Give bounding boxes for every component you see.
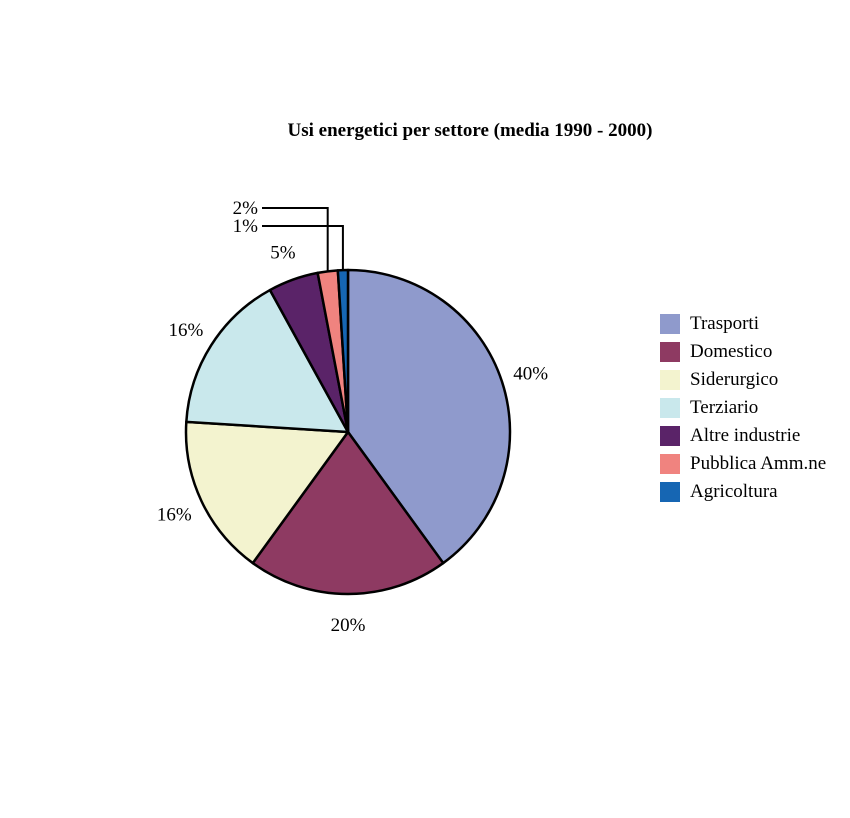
pie-slice-trasporti: [346, 268, 512, 565]
leader-line-agricoltura: [262, 225, 344, 271]
legend-label: Domestico: [690, 341, 773, 362]
legend-item-siderurgico: Siderurgico: [660, 366, 826, 394]
slice-label-altre-industrie: 5%: [270, 242, 296, 263]
legend-swatch: [660, 398, 680, 418]
legend-label: Siderurgico: [690, 369, 779, 390]
legend-item-pubblica-amm-ne: Pubblica Amm.ne: [660, 450, 826, 478]
legend-item-trasporti: Trasporti: [660, 310, 826, 338]
pie-slice-siderurgico: [184, 420, 350, 565]
slice-label-siderurgico: 16%: [157, 505, 192, 526]
leader-line-pubblica-amm-ne: [262, 207, 329, 272]
pie-slice-agricoltura: [336, 268, 350, 434]
legend-swatch: [660, 342, 680, 362]
slice-label-domestico: 20%: [331, 615, 366, 636]
legend: Trasporti Domestico Siderurgico Terziario Al…: [660, 310, 826, 506]
slice-label-agricoltura: 1%: [233, 216, 259, 237]
legend-item-domestico: Domestico: [660, 338, 826, 366]
legend-label: Agricoltura: [690, 481, 778, 502]
slice-label-trasporti: 40%: [513, 364, 548, 385]
legend-swatch: [660, 482, 680, 502]
legend-label: Pubblica Amm.ne: [690, 453, 827, 474]
legend-label: Trasporti: [690, 313, 759, 334]
legend-swatch: [660, 314, 680, 334]
legend-item-altre-industrie: Altre industrie: [660, 422, 826, 450]
pie-slice-terziario: [185, 288, 350, 434]
legend-swatch: [660, 370, 680, 390]
chart-title: Usi energetici per settore (media 1990 -…: [287, 120, 653, 141]
legend-swatch: [660, 454, 680, 474]
legend-swatch: [660, 426, 680, 446]
legend-item-agricoltura: Agricoltura: [660, 478, 826, 506]
slice-label-pubblica-amm-ne: 2%: [233, 198, 259, 219]
slice-label-terziario: 16%: [168, 320, 203, 341]
legend-label: Terziario: [690, 397, 759, 418]
pie-slice-domestico: [251, 430, 445, 596]
legend-item-terziario: Terziario: [660, 394, 826, 422]
legend-label: Altre industrie: [690, 425, 801, 446]
